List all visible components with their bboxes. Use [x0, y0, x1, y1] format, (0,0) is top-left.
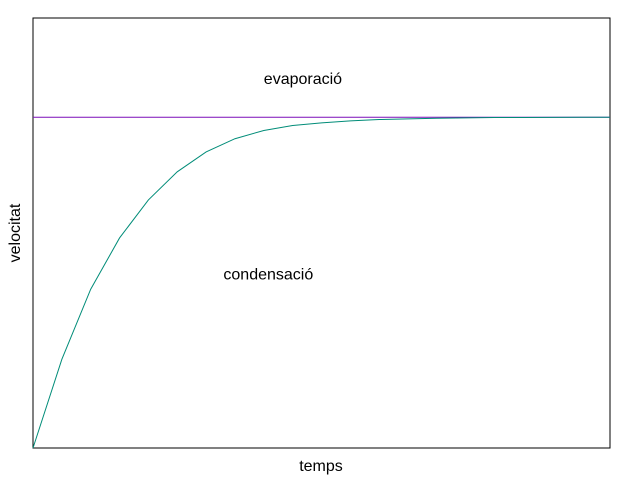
annotation-layer: evaporació condensació	[223, 71, 342, 283]
annotation-label-evaporacio: evaporació	[264, 71, 342, 88]
series-line-condensacio	[32, 116, 611, 449]
series-layer	[32, 116, 611, 449]
annotation-label-condensacio: condensació	[223, 266, 313, 283]
x-axis-label: temps	[299, 458, 343, 475]
plot-frame	[32, 17, 611, 449]
y-axis-label: velocitat	[7, 203, 24, 262]
